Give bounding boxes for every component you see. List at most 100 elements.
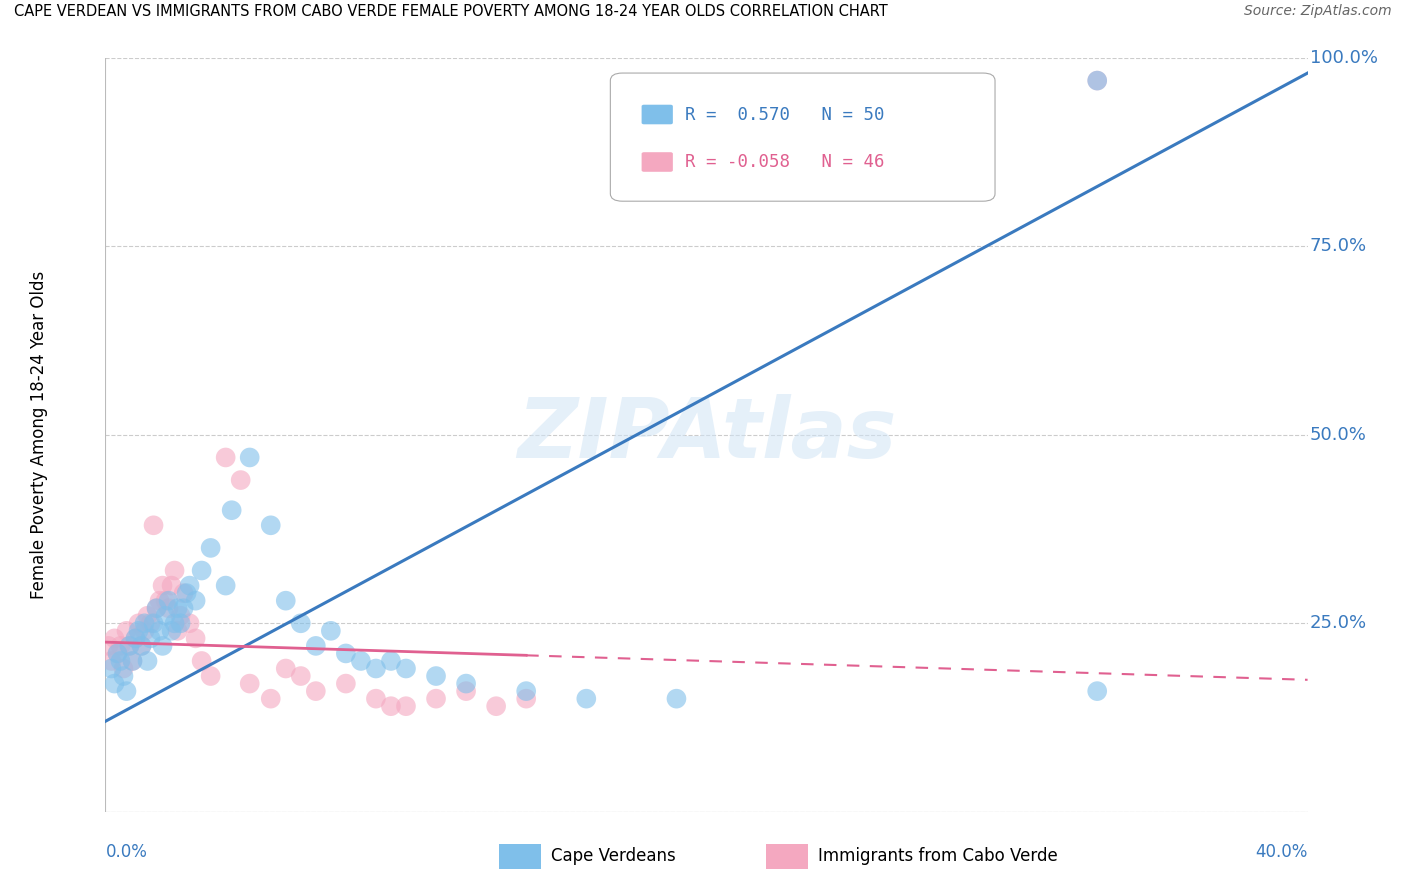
FancyBboxPatch shape	[610, 73, 995, 202]
Point	[169, 616, 191, 631]
Point	[260, 691, 283, 706]
Point	[121, 654, 143, 668]
Point	[425, 669, 447, 683]
Point	[176, 586, 198, 600]
Text: Immigrants from Cabo Verde: Immigrants from Cabo Verde	[818, 847, 1059, 865]
Point	[107, 647, 129, 661]
Point	[274, 661, 297, 675]
Point	[97, 639, 120, 653]
Point	[395, 661, 418, 675]
Text: 100.0%: 100.0%	[1310, 49, 1378, 67]
Point	[157, 601, 180, 615]
Point	[142, 518, 165, 533]
Point	[1085, 73, 1108, 87]
Point	[134, 616, 156, 631]
Point	[112, 669, 135, 683]
Point	[290, 616, 312, 631]
Point	[163, 616, 186, 631]
Point	[145, 601, 167, 615]
Point	[142, 616, 165, 631]
Point	[239, 676, 262, 690]
Text: 25.0%: 25.0%	[1310, 615, 1367, 632]
Text: Female Poverty Among 18-24 Year Olds: Female Poverty Among 18-24 Year Olds	[31, 271, 48, 599]
FancyBboxPatch shape	[641, 104, 673, 124]
Point	[221, 503, 243, 517]
Text: CAPE VERDEAN VS IMMIGRANTS FROM CABO VERDE FEMALE POVERTY AMONG 18-24 YEAR OLDS : CAPE VERDEAN VS IMMIGRANTS FROM CABO VER…	[14, 4, 887, 20]
Point	[335, 647, 357, 661]
Text: R =  0.570   N = 50: R = 0.570 N = 50	[685, 105, 884, 123]
Point	[134, 624, 156, 638]
Point	[425, 691, 447, 706]
Point	[145, 601, 167, 615]
Point	[515, 684, 537, 698]
Point	[157, 593, 180, 607]
Point	[128, 624, 150, 638]
Point	[148, 624, 170, 638]
Text: Cape Verdeans: Cape Verdeans	[551, 847, 676, 865]
Point	[665, 691, 688, 706]
FancyBboxPatch shape	[641, 153, 673, 172]
Point	[155, 593, 177, 607]
Point	[184, 593, 207, 607]
Point	[107, 647, 129, 661]
Point	[148, 593, 170, 607]
Text: R = -0.058   N = 46: R = -0.058 N = 46	[685, 153, 884, 171]
Point	[131, 639, 153, 653]
Point	[160, 624, 183, 638]
Point	[124, 632, 146, 646]
Point	[395, 699, 418, 714]
Point	[260, 518, 283, 533]
Point	[380, 654, 402, 668]
Point	[169, 608, 191, 623]
Point	[100, 661, 122, 675]
Text: ZIPAtlas: ZIPAtlas	[517, 394, 896, 475]
Point	[173, 601, 195, 615]
Point	[485, 699, 508, 714]
Point	[454, 676, 477, 690]
Point	[136, 608, 159, 623]
Point	[152, 639, 174, 653]
Point	[110, 654, 132, 668]
Point	[139, 616, 162, 631]
Point	[103, 676, 125, 690]
Point	[110, 639, 132, 653]
Point	[575, 691, 598, 706]
Point	[166, 624, 188, 638]
Point	[1085, 73, 1108, 87]
Point	[155, 608, 177, 623]
Point	[173, 586, 195, 600]
Point	[184, 632, 207, 646]
Point	[166, 601, 188, 615]
Point	[229, 473, 252, 487]
Point	[214, 450, 236, 465]
Point	[190, 564, 212, 578]
Point	[239, 450, 262, 465]
Point	[115, 624, 138, 638]
Text: 75.0%: 75.0%	[1310, 237, 1367, 255]
Point	[152, 579, 174, 593]
Point	[364, 691, 387, 706]
Text: 40.0%: 40.0%	[1256, 843, 1308, 861]
Point	[118, 639, 141, 653]
Point	[131, 639, 153, 653]
Point	[200, 541, 222, 555]
Point	[335, 676, 357, 690]
Point	[136, 654, 159, 668]
Point	[163, 564, 186, 578]
Point	[139, 632, 162, 646]
Point	[190, 654, 212, 668]
Point	[319, 624, 342, 638]
Point	[100, 654, 122, 668]
Point	[364, 661, 387, 675]
Point	[274, 593, 297, 607]
Point	[380, 699, 402, 714]
Point	[179, 616, 201, 631]
Point	[290, 669, 312, 683]
Text: 0.0%: 0.0%	[105, 843, 148, 861]
Point	[115, 684, 138, 698]
Point	[128, 616, 150, 631]
Point	[214, 579, 236, 593]
Point	[454, 684, 477, 698]
Text: 50.0%: 50.0%	[1310, 425, 1367, 444]
Point	[103, 632, 125, 646]
